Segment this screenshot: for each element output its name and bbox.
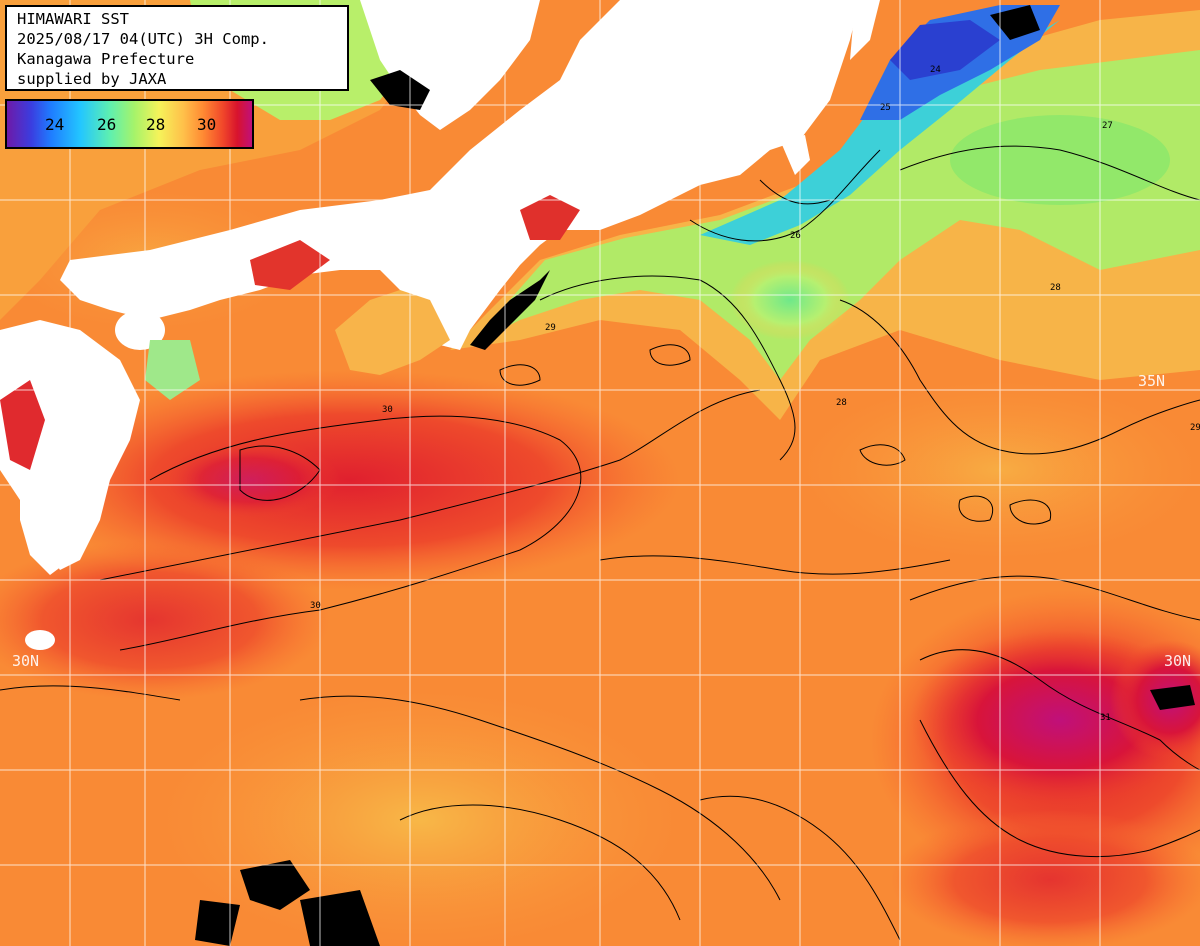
contour-label: 30 — [382, 405, 393, 415]
deep-blue-water — [890, 20, 1000, 80]
land-izu — [780, 135, 810, 175]
contour-label: 25 — [880, 103, 891, 113]
land-shikoku — [335, 290, 450, 375]
cloud-missing-7 — [1150, 685, 1195, 710]
warm-band-left — [20, 370, 680, 590]
info-box: HIMAWARI SST 2025/08/17 04(UTC) 3H Comp.… — [5, 5, 349, 91]
lat-label-35n: 35N — [1138, 372, 1166, 390]
cloud-missing-4 — [240, 860, 310, 910]
cloud-missing-3 — [990, 5, 1040, 40]
cloud-missing-2 — [370, 70, 430, 110]
land-kii — [440, 170, 500, 215]
cloud-missing-1 — [470, 270, 550, 350]
legend-tick: 24 — [45, 115, 65, 134]
observation-time: 2025/08/17 04(UTC) 3H Comp. — [17, 30, 269, 48]
contour-label: 31 — [1100, 713, 1111, 723]
product-title: HIMAWARI SST — [17, 10, 129, 28]
land-north — [360, 0, 540, 130]
contour-label: 27 — [1102, 121, 1113, 131]
lat-label-30n-left: 30N — [12, 652, 40, 670]
land-boso — [850, 0, 880, 60]
cloud-missing-6 — [195, 900, 240, 946]
isotherm-contours — [0, 145, 1200, 941]
legend-tick: 30 — [197, 115, 217, 134]
contour-label: 26 — [790, 231, 801, 241]
publisher: Kanagawa Prefecture — [17, 50, 195, 68]
contour-label: 29 — [1190, 423, 1200, 433]
contour-labels: 30 28 29 27 26 25 24 30 29 28 31 — [310, 65, 1200, 723]
legend-tick: 28 — [146, 115, 166, 134]
land-kyushu-south — [20, 470, 80, 575]
data-credit: supplied by JAXA — [17, 70, 167, 88]
contour-label: 24 — [930, 65, 941, 75]
contour-label: 29 — [545, 323, 556, 333]
temperature-color-legend: 24 26 28 30 — [5, 99, 254, 149]
green-patch-ne — [950, 115, 1170, 205]
land-island-sw — [25, 630, 55, 650]
lat-label-30n-right: 30N — [1164, 652, 1192, 670]
contour-label: 28 — [1050, 283, 1061, 293]
contour-label: 30 — [310, 601, 321, 611]
contour-label: 28 — [836, 398, 847, 408]
legend-tick: 26 — [97, 115, 117, 134]
